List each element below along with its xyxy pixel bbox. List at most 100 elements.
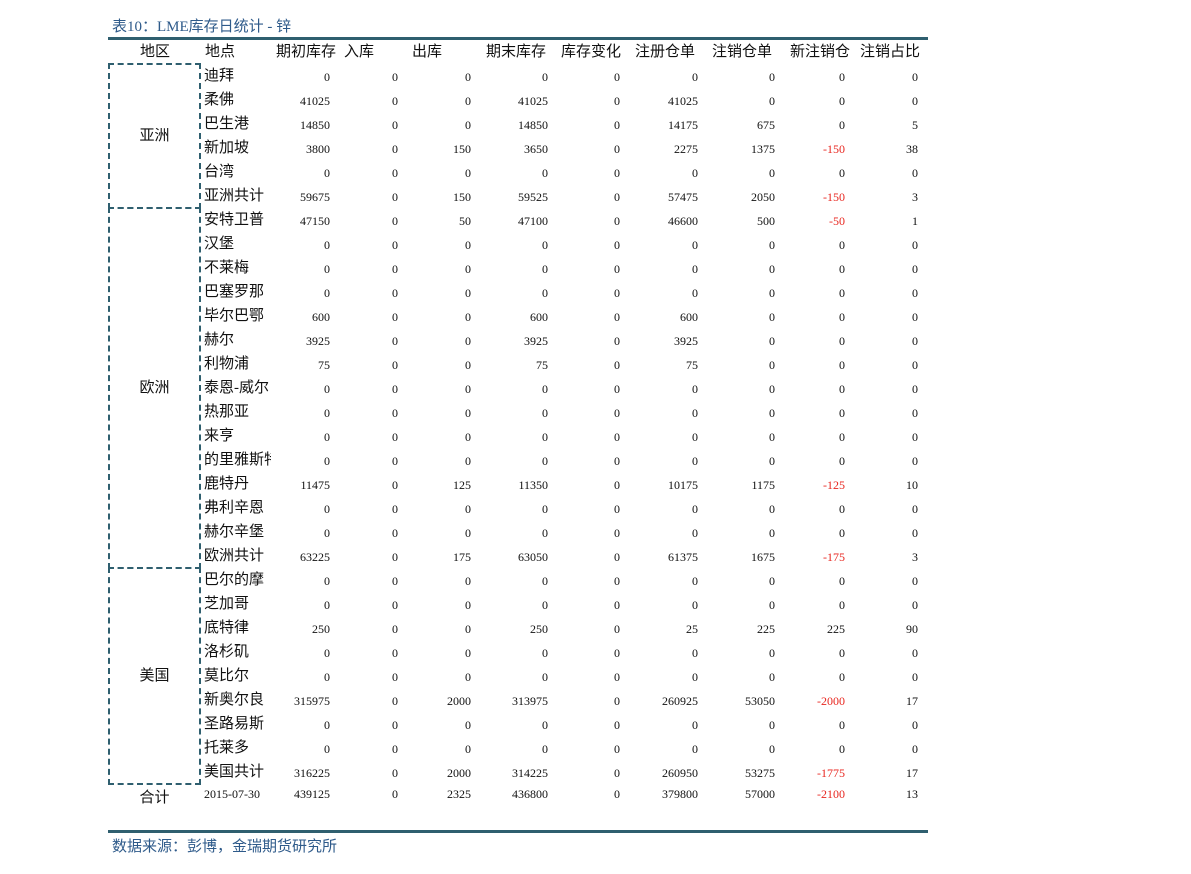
- cell: 0: [912, 742, 918, 756]
- cell: 0: [465, 430, 471, 444]
- cell: 57000: [745, 787, 775, 801]
- cell: 75: [318, 358, 330, 372]
- cell: 175: [453, 550, 471, 564]
- cell: 13: [906, 787, 918, 801]
- cell: 0: [324, 382, 330, 396]
- location: 迪拜: [204, 68, 235, 84]
- region: 欧洲: [139, 380, 170, 396]
- cell: 0: [324, 286, 330, 300]
- cell: 0: [614, 694, 620, 708]
- cell: 0: [392, 406, 398, 420]
- cell: 0: [542, 70, 548, 84]
- cell: 0: [614, 670, 620, 684]
- location: 热那亚: [204, 404, 250, 420]
- cell: 3925: [674, 334, 698, 348]
- cell: 0: [839, 358, 845, 372]
- cell: 0: [614, 166, 620, 180]
- cell: 0: [692, 526, 698, 540]
- cell: 0: [614, 550, 620, 564]
- cell: 1375: [751, 142, 775, 156]
- cell: 0: [614, 190, 620, 204]
- cell: 0: [392, 646, 398, 660]
- cell: 0: [614, 118, 620, 132]
- cell: 0: [542, 430, 548, 444]
- cell: 0: [912, 454, 918, 468]
- cell: 0: [392, 430, 398, 444]
- cell: 0: [692, 742, 698, 756]
- cell: 0: [392, 502, 398, 516]
- location: 托莱多: [204, 740, 250, 756]
- cell: 0: [912, 574, 918, 588]
- cell: 0: [324, 526, 330, 540]
- location: 台湾: [204, 164, 235, 180]
- cell: 225: [827, 622, 845, 636]
- cell: 0: [614, 262, 620, 276]
- cell: 0: [392, 238, 398, 252]
- cell: 0: [465, 670, 471, 684]
- cell: 250: [312, 622, 330, 636]
- cell: -50: [829, 214, 845, 228]
- cell: 0: [839, 526, 845, 540]
- cell: 3800: [306, 142, 330, 156]
- cell: 0: [912, 382, 918, 396]
- cell: 0: [324, 238, 330, 252]
- cell: 0: [769, 358, 775, 372]
- location: 亚洲共计: [204, 188, 265, 204]
- cell: 0: [769, 94, 775, 108]
- cell: 0: [465, 742, 471, 756]
- cell: 0: [542, 262, 548, 276]
- cell: 46600: [668, 214, 698, 228]
- cell: 0: [692, 718, 698, 732]
- cell: 0: [614, 70, 620, 84]
- location: 巴生港: [204, 116, 250, 132]
- location: 弗利辛恩: [204, 500, 265, 516]
- cell: 50: [459, 214, 471, 228]
- cell: 0: [912, 94, 918, 108]
- cell: 260925: [662, 694, 698, 708]
- cell: 0: [614, 526, 620, 540]
- header-cell: 期末库存: [485, 44, 546, 60]
- cell: 0: [614, 142, 620, 156]
- cell: 53050: [745, 694, 775, 708]
- cell: 0: [324, 670, 330, 684]
- cell: -175: [823, 550, 845, 564]
- cell: 0: [912, 262, 918, 276]
- cell: 225: [757, 622, 775, 636]
- cell: 75: [536, 358, 548, 372]
- cell: 10: [906, 478, 918, 492]
- cell: 0: [392, 214, 398, 228]
- cell: 63225: [300, 550, 330, 564]
- cell: 0: [839, 406, 845, 420]
- cell: 0: [839, 310, 845, 324]
- cell: 0: [614, 310, 620, 324]
- cell: 0: [692, 382, 698, 396]
- cell: 53275: [745, 766, 775, 780]
- cell: 0: [392, 718, 398, 732]
- cell: 0: [692, 166, 698, 180]
- location: 柔佛: [204, 92, 235, 108]
- cell: 125: [453, 478, 471, 492]
- cell: 0: [614, 214, 620, 228]
- cell: 0: [769, 574, 775, 588]
- header-cell: 期初库存: [275, 44, 336, 60]
- cell: 0: [542, 718, 548, 732]
- cell: 0: [465, 454, 471, 468]
- cell: 0: [392, 142, 398, 156]
- cell: 11350: [518, 478, 548, 492]
- cell: 11475: [300, 478, 330, 492]
- cell: 0: [839, 382, 845, 396]
- cell: 0: [542, 670, 548, 684]
- cell: 0: [692, 406, 698, 420]
- cell: 0: [392, 550, 398, 564]
- cell: 250: [530, 622, 548, 636]
- cell: 0: [839, 598, 845, 612]
- cell: 0: [839, 646, 845, 660]
- location: 来亨: [204, 428, 235, 444]
- cell: 0: [614, 502, 620, 516]
- cell: 0: [392, 286, 398, 300]
- location: 底特律: [204, 620, 250, 636]
- cell: 675: [757, 118, 775, 132]
- cell: 0: [465, 502, 471, 516]
- cell: 2050: [751, 190, 775, 204]
